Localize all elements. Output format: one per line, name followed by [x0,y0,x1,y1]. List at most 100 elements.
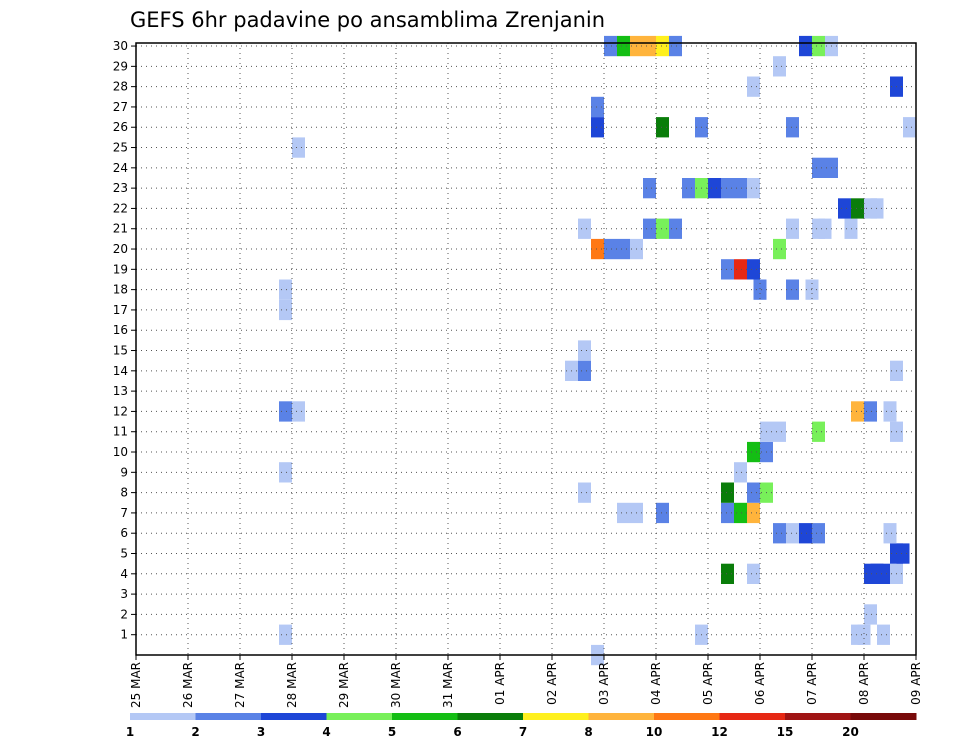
y-tick-label: 26 [113,120,128,134]
y-tick-label: 21 [113,222,128,236]
y-tick-label: 30 [113,39,128,53]
grid [136,43,916,655]
heatmap-cell [656,502,669,524]
heatmap-cell [643,35,656,57]
legend-swatch [588,713,655,720]
x-tick-label: 25 MAR [129,662,143,708]
x-tick-label: 31 MAR [441,662,455,708]
legend-label: 2 [191,725,199,739]
heatmap-cell [747,178,760,199]
y-tick-label: 19 [113,262,128,276]
x-tick-label: 29 MAR [337,662,351,708]
heatmap-cell [721,482,734,503]
legend-label: 3 [257,725,265,739]
heatmap-cell [682,178,695,199]
heatmap-cell [734,178,747,199]
heatmap-cell [656,117,669,138]
heatmap-cell [617,35,630,57]
legend-swatch [785,713,851,720]
heatmap-cells [279,35,916,666]
heatmap-cell [883,523,897,544]
heatmap-cell [812,157,825,178]
x-tick-label: 02 APR [545,662,559,705]
heatmap-cell [721,502,734,524]
x-tick-label: 06 APR [753,662,767,705]
y-tick-label: 1 [120,628,128,642]
x-tick-label: 01 APR [493,662,507,705]
heatmap-cell [877,563,890,584]
heatmap-cell [643,218,656,239]
y-tick-label: 10 [113,445,128,459]
x-axis: 25 MAR 26 MAR 27 MAR 28 MAR 29 MAR 30 MAR 31 M… [129,655,923,708]
legend-swatch [392,713,458,720]
y-tick-label: 12 [113,404,128,418]
y-tick-label: 27 [113,100,128,114]
x-tick-label: 26 MAR [181,662,195,708]
heatmap-cell [773,523,786,544]
legend-swatch [130,713,196,720]
heatmap-cell [578,482,591,503]
heatmap-cell [604,35,617,57]
heatmap-cell [851,198,864,219]
heatmap-cell [617,502,630,524]
heatmap-cell [818,218,832,239]
heatmap-cell [812,421,825,442]
heatmap-cell [279,299,292,321]
y-tick-label: 3 [120,587,128,601]
legend-label: 1 [126,725,134,739]
heatmap-cell [578,218,591,239]
legend-swatch [261,713,327,720]
heatmap-cell [591,117,604,138]
heatmap-cell [812,523,825,544]
heatmap-cell [578,360,591,381]
heatmap-cell [747,259,760,280]
y-tick-label: 23 [113,181,128,195]
y-tick-label: 18 [113,283,128,297]
heatmap-cell [838,198,851,219]
legend-label: 5 [388,725,396,739]
legend-label: 10 [646,725,663,739]
y-tick-label: 29 [113,59,128,73]
heatmap-cell [656,35,669,57]
x-tick-label: 04 APR [649,662,663,705]
heatmap-cell [799,35,812,57]
legend-label: 12 [711,725,728,739]
x-tick-label: 09 APR [909,662,923,705]
heatmap-cell [669,35,682,57]
heatmap-cell [896,543,910,564]
x-tick-label: 07 APR [805,662,819,705]
legend-label: 20 [842,725,859,739]
heatmap-cell [591,96,604,118]
heatmap-cell [279,624,292,645]
legend: 1 2 3 4 5 6 7 8 10 12 15 20 [126,713,917,739]
heatmap-cell [279,279,292,300]
y-tick-label: 22 [113,201,128,215]
legend-label: 8 [584,725,592,739]
legend-label: 7 [519,725,527,739]
heatmap-cell [883,401,897,422]
heatmap-cell [734,259,747,280]
chart-title: GEFS 6hr padavine po ansamblima Zrenjani… [130,8,605,32]
heatmap-cell [786,279,799,300]
heatmap-cell [747,441,760,463]
y-tick-label: 11 [113,425,128,439]
heatmap-cell [292,137,305,158]
heatmap-cell [721,178,734,199]
legend-label: 4 [322,725,330,739]
heatmap-cell [786,523,799,544]
y-tick-label: 28 [113,80,128,94]
x-tick-label: 03 APR [597,662,611,705]
y-tick-label: 2 [120,607,128,621]
heatmap-cell [721,563,734,584]
legend-swatch [523,713,589,720]
heatmap-cell [864,604,877,625]
y-tick-label: 24 [113,161,128,175]
heatmap-cell [734,462,747,483]
heatmap-cell [747,502,760,524]
heatmap-cell [708,178,721,199]
y-tick-label: 25 [113,141,128,155]
y-axis: 1234567891011121314151617181920212223242… [113,39,136,642]
heatmap-cell [591,238,604,260]
y-tick-label: 20 [113,242,128,256]
